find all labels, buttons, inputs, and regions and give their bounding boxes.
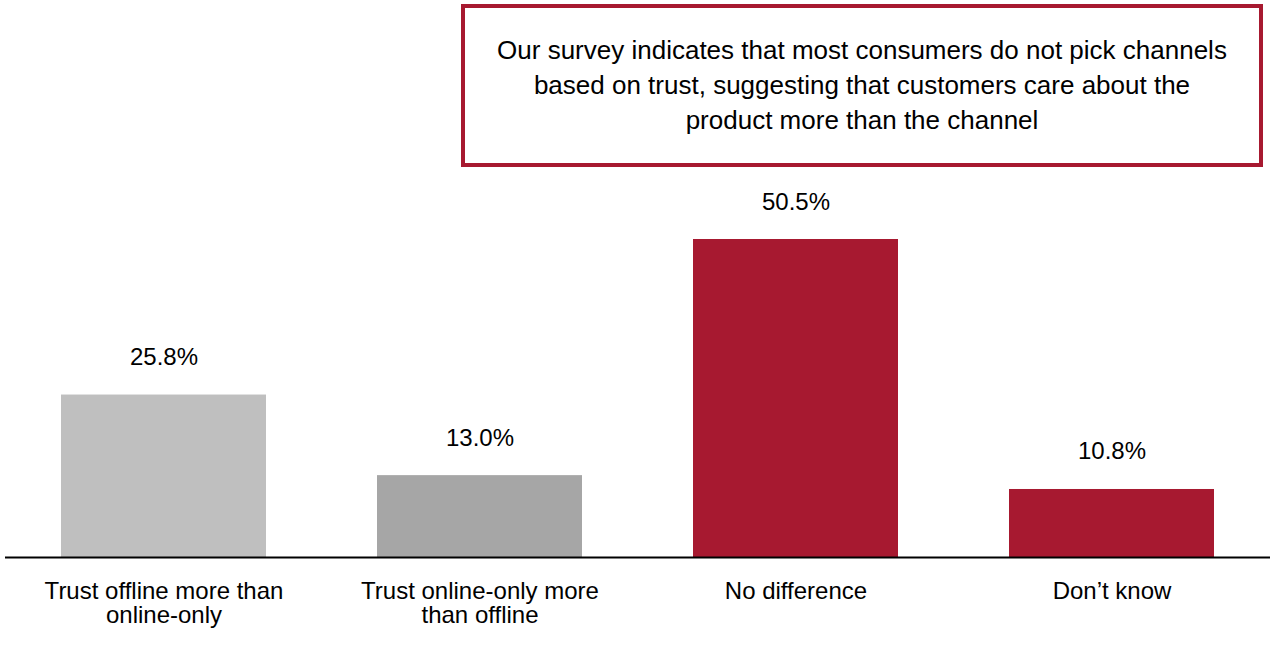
svg-text:50.5%: 50.5%: [762, 188, 830, 215]
svg-text:25.8%: 25.8%: [130, 343, 198, 370]
svg-text:No difference: No difference: [725, 577, 867, 604]
html-text:Our survey indicates that most: Our survey indicates that most consumers…: [497, 34, 1227, 135]
svg-text:13.0%: 13.0%: [446, 424, 514, 451]
svg-text:10.8%: 10.8%: [1078, 437, 1146, 464]
svg-text:Trust offline more thanonline-: Trust offline more thanonline-only: [45, 577, 284, 628]
svg-text:Trust online-only morethan off: Trust online-only morethan offline: [361, 577, 599, 628]
svg-text:Don’t know: Don’t know: [1053, 577, 1172, 604]
